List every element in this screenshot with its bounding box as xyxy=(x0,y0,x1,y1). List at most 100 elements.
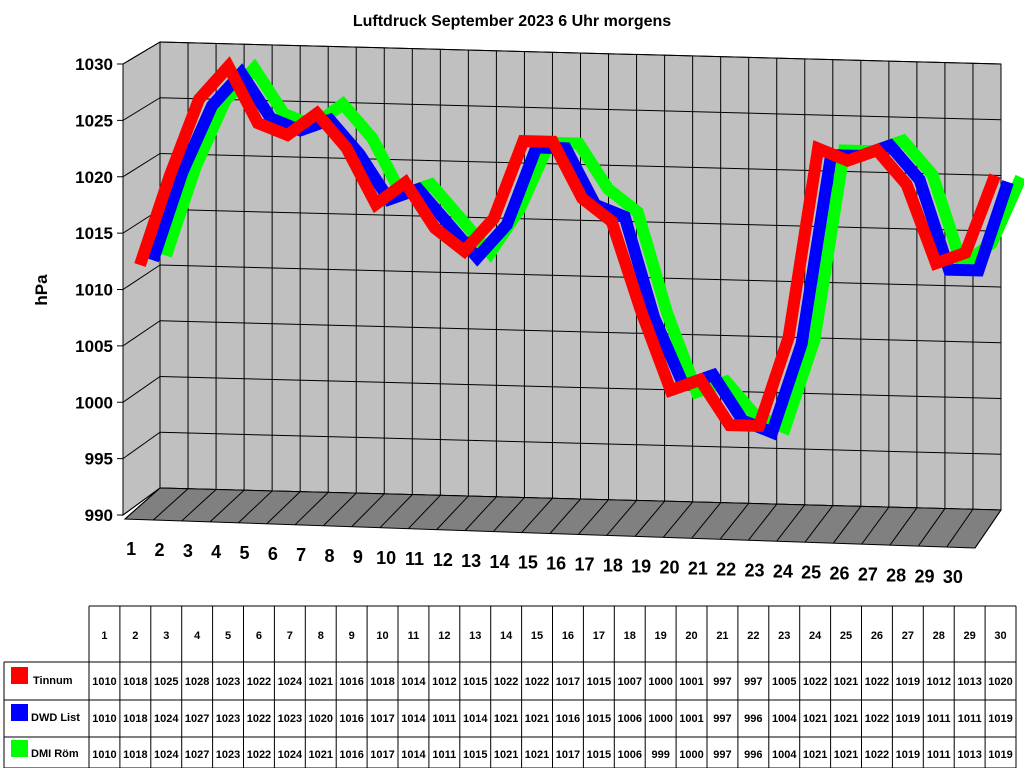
y-tick-labels: 990 995 1000 1005 1010 1015 1020 1025 1030 xyxy=(75,55,113,525)
legend-swatch xyxy=(11,667,28,684)
y-tick-label: 1000 xyxy=(75,393,113,412)
table-value-cell: 1021 xyxy=(834,749,858,761)
table-header-cell: 24 xyxy=(809,630,822,642)
floor xyxy=(123,487,1002,549)
table-value-cell: 1018 xyxy=(123,676,147,688)
table-value-cell: 1017 xyxy=(370,749,394,761)
table-header-cell: 19 xyxy=(655,630,667,642)
series-line-tinnum xyxy=(134,56,1001,433)
table-value-cell: 1012 xyxy=(927,676,951,688)
x-tick-label: 20 xyxy=(659,558,679,578)
table-header-cell: 17 xyxy=(593,630,605,642)
table-value-cell: 1023 xyxy=(216,676,240,688)
x-tick-label: 29 xyxy=(914,566,934,586)
floor-gridline xyxy=(152,488,189,521)
table-value-cell: 1021 xyxy=(494,749,518,761)
floor-gridline xyxy=(606,500,637,536)
floor-gridline xyxy=(266,491,301,525)
table-header-cell: 10 xyxy=(376,630,388,642)
floor-gridline xyxy=(436,495,469,530)
y-tick-label: 990 xyxy=(85,506,113,525)
data-table: 1 2 3 4 5 6 7 8 9 10 11 12 13 14 15 16 17 18 19 20 21 22 23 24 2… xyxy=(3,605,1017,768)
x-tick-label: 4 xyxy=(211,542,221,562)
floor-gridline xyxy=(804,505,834,543)
table-header-cell: 22 xyxy=(747,630,759,642)
table-value-cell: 1001 xyxy=(679,676,703,688)
x-tick-label: 22 xyxy=(716,560,736,580)
table-value-cell: 1010 xyxy=(92,749,116,761)
table-value-cell: 996 xyxy=(744,749,762,761)
legend-swatch xyxy=(11,704,28,721)
table-value-cell: 1018 xyxy=(370,676,394,688)
x-tick-labels: 1 2 3 4 5 6 7 8 9 10 11 12 13 14 15 16 17 18 19 20 21 22 23 24 2… xyxy=(126,539,963,587)
table-value-cell: 1001 xyxy=(679,713,703,725)
table-value-cell: 1014 xyxy=(463,713,488,725)
side-gridline xyxy=(122,320,161,347)
floor-gridline xyxy=(719,503,750,540)
table-value-cell: 1005 xyxy=(772,676,796,688)
floor-gridline xyxy=(832,506,862,544)
y-tick-label: 1025 xyxy=(75,111,113,130)
table-header-cell: 27 xyxy=(902,630,914,642)
side-gridline xyxy=(122,41,161,65)
side-gridline xyxy=(122,376,161,403)
legend-label: DWD List xyxy=(31,712,80,724)
x-tick-label: 6 xyxy=(268,544,278,564)
table-value-cell: 1019 xyxy=(988,749,1012,761)
table-value-cell: 1022 xyxy=(865,713,889,725)
table-value-cell: 1021 xyxy=(834,676,858,688)
table-value-cell: 1022 xyxy=(865,676,889,688)
floor-gridline xyxy=(634,500,665,537)
table-value-cell: 1004 xyxy=(772,713,797,725)
table-value-cell: 1018 xyxy=(123,749,147,761)
side-gridline xyxy=(122,431,161,460)
table-header-cell: 29 xyxy=(964,630,976,642)
x-tick-label: 5 xyxy=(239,543,249,563)
table-header-cell: 1 xyxy=(101,630,107,642)
table-value-cell: 1017 xyxy=(556,749,580,761)
floor-gridline xyxy=(351,493,385,528)
x-tick-label: 17 xyxy=(574,555,594,575)
table-value-cell: 1021 xyxy=(803,713,827,725)
x-tick-label: 27 xyxy=(858,564,878,584)
table-value-cell: 1024 xyxy=(278,676,303,688)
floor-gridline xyxy=(124,487,161,520)
table-header-cell: 16 xyxy=(562,630,574,642)
floor-gridline xyxy=(209,489,245,523)
table-value-cell: 997 xyxy=(744,676,762,688)
floor-gridline xyxy=(691,502,722,539)
table-value-cell: 1028 xyxy=(185,676,209,688)
x-tick-label: 28 xyxy=(886,565,906,585)
table-value-cell: 1027 xyxy=(185,713,209,725)
table-header-cell: 3 xyxy=(163,630,169,642)
table-value-cell: 1011 xyxy=(927,749,951,761)
table-header-cell: 8 xyxy=(318,630,324,642)
floor-gridline xyxy=(237,490,273,524)
x-tick-label: 16 xyxy=(546,554,566,574)
x-tick-label: 8 xyxy=(324,546,334,566)
side-gridline xyxy=(122,97,161,121)
table-value-cell: 1023 xyxy=(216,749,240,761)
table-value-cell: 1021 xyxy=(834,713,858,725)
table-value-cell: 1000 xyxy=(679,749,703,761)
side-wall-panel xyxy=(122,41,161,516)
table-header-cell: 7 xyxy=(287,630,293,642)
table-header-cell: 6 xyxy=(256,630,262,642)
y-tick-label: 1010 xyxy=(75,281,113,300)
table-value-cell: 1022 xyxy=(247,749,271,761)
x-tick-label: 12 xyxy=(433,550,453,570)
x-tick-label: 2 xyxy=(154,540,164,560)
table-value-cell: 1017 xyxy=(556,676,580,688)
series-lines xyxy=(134,56,1024,441)
grid-lines xyxy=(117,41,1002,516)
floor-gridline xyxy=(747,503,778,541)
x-tick-label: 1 xyxy=(126,539,136,559)
table-value-cell: 1014 xyxy=(401,676,426,688)
table-header-cell: 5 xyxy=(225,630,231,642)
table-value-cell: 1024 xyxy=(278,749,303,761)
floor-gridline xyxy=(181,489,217,522)
table-value-cell: 1000 xyxy=(648,713,672,725)
x-tick-label: 9 xyxy=(353,547,363,567)
table-header-cell: 11 xyxy=(408,630,420,642)
